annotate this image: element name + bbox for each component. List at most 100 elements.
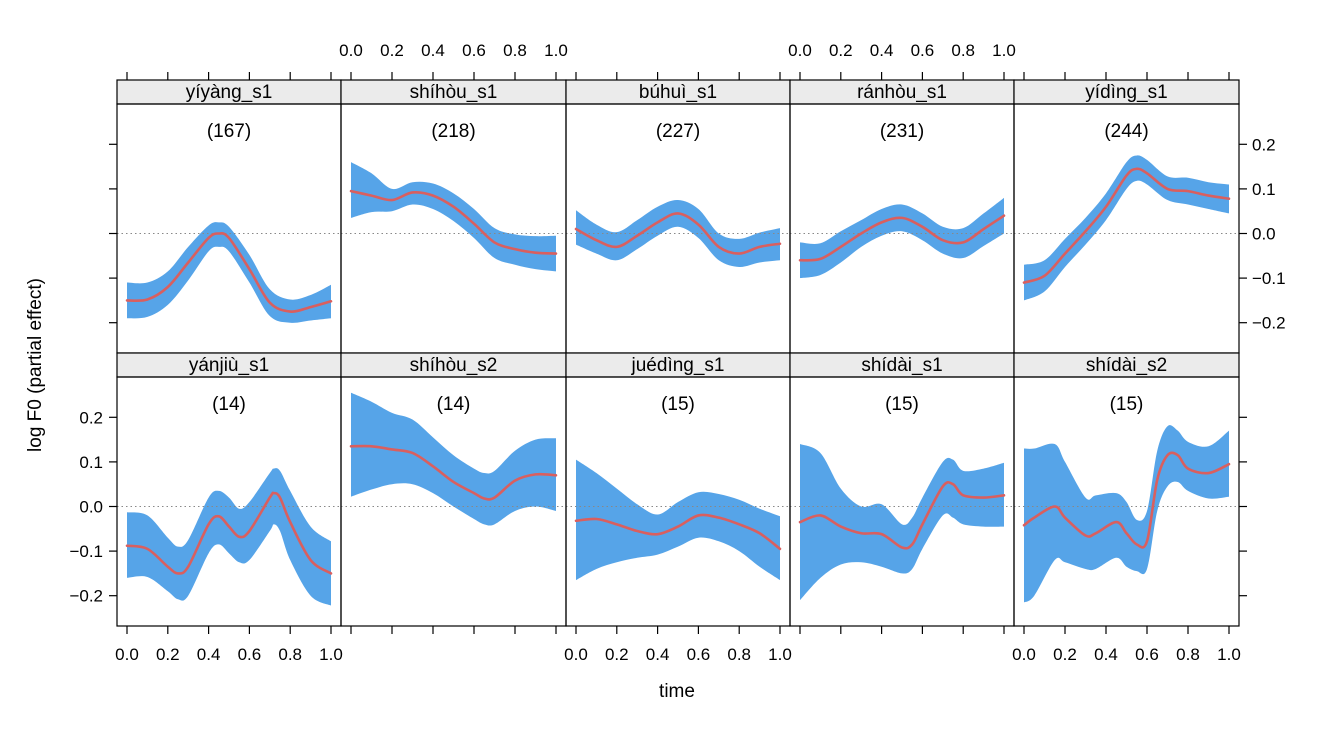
count-label: (227) — [656, 121, 700, 142]
x-axis-label: time — [659, 681, 695, 702]
x-tick-label: 0.2 — [380, 41, 404, 60]
x-tick-label: 0.2 — [605, 645, 629, 664]
y-tick-label: 0.0 — [79, 498, 103, 517]
confidence-band — [351, 162, 556, 272]
strip-background — [1013, 79, 1240, 105]
x-tick-label: 0.6 — [462, 41, 486, 60]
strip-label: shíhòu_s2 — [410, 355, 498, 376]
y-tick-label: −0.1 — [69, 542, 103, 561]
y-axis-label: log F0 (partial effect) — [25, 278, 46, 452]
strip-label: búhuì_s1 — [639, 82, 717, 103]
x-tick-label: 0.8 — [278, 645, 302, 664]
fitted-curve — [798, 214, 1006, 262]
x-tick-label: 0.6 — [238, 645, 262, 664]
fitted-curve — [125, 232, 333, 313]
x-tick-label: 0.2 — [829, 41, 853, 60]
x-tick-label: 0.6 — [1135, 645, 1159, 664]
x-axis-top — [126, 72, 332, 80]
strip-label: shídài_s1 — [861, 355, 942, 376]
count-label: (167) — [207, 121, 251, 142]
strip-background — [116, 352, 342, 378]
x-axis-top: 0.0 0.2 0.4 0.6 0.8 1.0 — [339, 41, 568, 80]
x-tick-label: 0.2 — [1053, 645, 1077, 664]
y-tick-label: 0.1 — [1252, 180, 1276, 199]
x-axis-bottom: 0.0 0.2 0.4 0.6 0.8 1.0 — [115, 626, 343, 664]
confidence-band — [800, 444, 1004, 601]
x-tick-label: 0.8 — [951, 41, 975, 60]
count-label: (15) — [885, 394, 919, 415]
panel: shíhòu_s1 (218) — [340, 79, 567, 354]
y-axis-right — [1239, 416, 1247, 597]
confidence-band — [351, 392, 556, 526]
count-label: (218) — [431, 121, 475, 142]
y-tick-label: −0.2 — [69, 587, 103, 606]
x-tick-label: 0.8 — [503, 41, 527, 60]
x-tick-label: 0.6 — [911, 41, 935, 60]
x-axis-top: 0.0 0.2 0.4 0.6 0.8 1.0 — [788, 41, 1016, 80]
x-tick-label: 1.0 — [319, 645, 343, 664]
fitted-curve — [798, 480, 1006, 550]
x-tick-label: 0.4 — [646, 645, 670, 664]
x-tick-label: 0.4 — [421, 41, 445, 60]
x-tick-label: 0.0 — [115, 645, 139, 664]
y-axis-left: −0.2 −0.1 0.0 0.1 0.2 — [69, 408, 117, 606]
panel: búhuì_s1 (227) — [565, 79, 791, 354]
x-axis-top — [575, 72, 781, 80]
panels-layer: yíyàng_s1 (167) shíhòu_s1 (218) búhuì_s1 (227… — [116, 79, 1240, 627]
fitted-curve — [574, 212, 782, 255]
fitted-curve — [349, 444, 558, 501]
y-tick-label: −0.2 — [1252, 314, 1286, 333]
panel: shídài_s1 (15) — [789, 352, 1015, 627]
x-axis-bottom — [799, 626, 1005, 634]
panel: yídìng_s1 (244) — [1013, 79, 1240, 354]
panel: shíhòu_s2 (14) — [340, 352, 567, 627]
x-axis-bottom: 0.0 0.2 0.4 0.6 0.8 1.0 — [1012, 626, 1241, 664]
x-tick-label: 0.6 — [687, 645, 711, 664]
count-label: (231) — [880, 121, 924, 142]
x-tick-label: 1.0 — [1217, 645, 1241, 664]
strip-label: shídài_s2 — [1086, 355, 1167, 376]
y-tick-label: −0.1 — [1252, 269, 1286, 288]
count-label: (244) — [1104, 121, 1148, 142]
x-tick-label: 0.4 — [197, 645, 221, 664]
panel: shídài_s2 (15) — [1013, 352, 1240, 627]
y-tick-label: 0.2 — [79, 408, 103, 427]
confidence-band — [127, 222, 331, 323]
panel: ránhòu_s1 (231) — [789, 79, 1015, 354]
x-axis-top — [1023, 72, 1230, 80]
x-tick-label: 1.0 — [544, 41, 568, 60]
confidence-band — [1024, 425, 1229, 603]
y-axis-left — [109, 143, 117, 324]
strip-label: ránhòu_s1 — [857, 82, 947, 103]
x-tick-label: 0.0 — [564, 645, 588, 664]
x-tick-label: 0.0 — [339, 41, 363, 60]
confidence-band — [576, 459, 780, 581]
strip-label: shíhòu_s1 — [410, 82, 498, 103]
strip-label: juédìng_s1 — [631, 355, 725, 376]
x-tick-label: 0.0 — [1012, 645, 1036, 664]
x-tick-label: 0.2 — [156, 645, 180, 664]
strip-label: yíyàng_s1 — [186, 82, 273, 103]
confidence-band — [800, 197, 1004, 279]
y-tick-label: 0.2 — [1252, 135, 1276, 154]
fitted-curve — [1022, 451, 1231, 549]
panel-border — [1013, 376, 1240, 627]
strip-background — [789, 79, 1015, 105]
count-label: (14) — [212, 394, 246, 415]
x-tick-label: 1.0 — [768, 645, 792, 664]
strip-background — [789, 352, 1015, 378]
axes-layer: 0.0 0.2 0.4 0.6 0.8 1.0 0.0 0.2 0.4 0.6 0.8 1.0 0.0 0… — [69, 41, 1285, 664]
y-tick-label: 0.1 — [79, 453, 103, 472]
x-tick-label: 0.0 — [788, 41, 812, 60]
confidence-band — [127, 468, 331, 606]
count-label: (15) — [661, 394, 695, 415]
fitted-curve — [574, 513, 782, 551]
count-label: (14) — [437, 394, 471, 415]
y-tick-label: 0.0 — [1252, 225, 1276, 244]
x-tick-label: 0.8 — [727, 645, 751, 664]
strip-label: yídìng_s1 — [1085, 82, 1167, 103]
fitted-curve — [349, 189, 558, 255]
fitted-curve — [125, 491, 333, 575]
x-tick-label: 0.4 — [870, 41, 894, 60]
